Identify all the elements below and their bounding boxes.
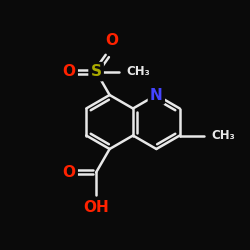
Text: O: O [63, 64, 76, 79]
Text: CH₃: CH₃ [126, 65, 150, 78]
Text: CH₃: CH₃ [211, 129, 235, 142]
Text: N: N [150, 88, 163, 102]
Text: OH: OH [83, 200, 109, 215]
Text: S: S [90, 64, 102, 79]
Text: O: O [105, 33, 118, 48]
Text: O: O [63, 165, 76, 180]
